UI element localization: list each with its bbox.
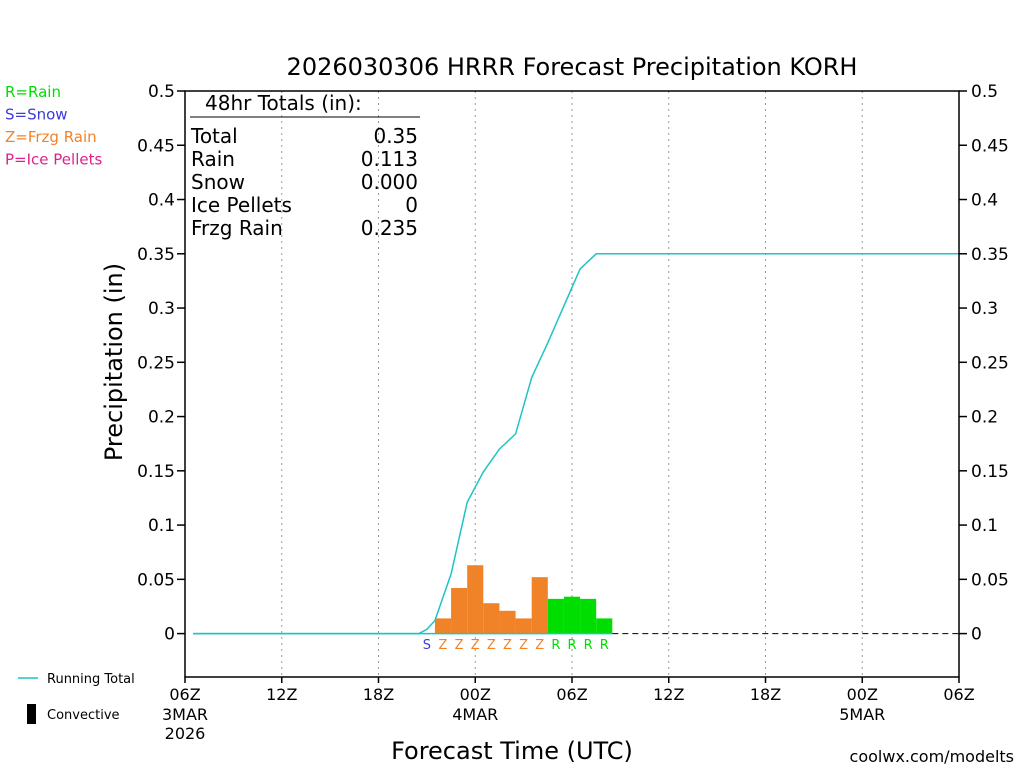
ptype-marker-Z: Z (503, 638, 512, 653)
ptype-marker-R: R (551, 638, 560, 653)
bar-hour-16 (434, 618, 452, 634)
legend-label: Convective (47, 708, 120, 723)
y-tick-label-left: 0.45 (137, 136, 175, 156)
y-tick-label-right: 0 (971, 625, 982, 645)
ptype-marker-Z: Z (487, 638, 496, 653)
x-tick-label: 12Z (653, 685, 684, 704)
ptype-marker-R: R (600, 638, 609, 653)
axes (177, 90, 967, 683)
series-legend: Running Total Convective (18, 672, 135, 724)
y-tick-label-left: 0.25 (137, 353, 175, 373)
y-tick-label-right: 0.3 (971, 299, 998, 319)
x-tick-label: 00Z (847, 685, 878, 704)
totals-label: Frzg Rain (191, 216, 283, 240)
bar-hour-17 (451, 588, 468, 634)
totals-label: Ice Pellets (191, 193, 292, 217)
y-tick-label-left: 0.1 (148, 516, 175, 536)
x-year-label: 2026 (165, 724, 206, 743)
bar-hour-22 (531, 577, 548, 634)
x-tick-label: 00Z (460, 685, 491, 704)
totals-value: 0 (405, 193, 418, 217)
y-tick-label-left: 0.05 (137, 570, 175, 590)
x-tick-label: 12Z (266, 685, 297, 704)
totals-value: 0.000 (361, 170, 418, 194)
bar-hour-24 (563, 596, 581, 634)
bar-hour-21 (515, 618, 532, 634)
bar-hour-18 (467, 565, 484, 634)
x-date-label: 3MAR (162, 705, 208, 724)
lines (193, 253, 959, 635)
ptype-legend-S: S=Snow (5, 106, 68, 124)
ptype-legend: R=Rain S=Snow Z=Frzg Rain P=Ice Pellets (5, 83, 102, 169)
legend-label: Running Total (47, 672, 135, 687)
bar-hour-19 (483, 603, 500, 634)
y-tick-label-left: 0.4 (148, 191, 175, 211)
y-tick-label-left: 0.2 (148, 408, 175, 428)
y-tick-label-right: 0.5 (971, 82, 998, 102)
y-tick-label-right: 0.35 (971, 245, 1009, 265)
x-tick-label: 06Z (943, 685, 974, 704)
x-tick-label: 18Z (363, 685, 394, 704)
ptype-marker-Z: Z (535, 638, 544, 653)
totals-label: Total (190, 124, 238, 148)
x-tick-label: 06Z (556, 685, 587, 704)
ptype-marker-R: R (567, 638, 576, 653)
ptype-legend-Z: Z=Frzg Rain (5, 128, 97, 146)
credit-text: coolwx.com/modelts (850, 747, 1014, 766)
x-date-label: 4MAR (452, 705, 498, 724)
y-tick-label-left: 0.5 (148, 82, 175, 102)
bar-hour-20 (499, 610, 516, 634)
y-axis-label: Precipitation (in) (100, 263, 128, 461)
bars (434, 565, 613, 634)
ptype-marker-R: R (584, 638, 593, 653)
bar-hour-23 (547, 598, 564, 634)
totals-value: 0.113 (361, 147, 418, 171)
totals-value: 0.235 (361, 216, 418, 240)
y-tick-label-right: 0.25 (971, 353, 1009, 373)
x-date-label: 5MAR (839, 705, 885, 724)
y-tick-label-right: 0.2 (971, 408, 998, 428)
ptype-marker-S: S (423, 638, 431, 653)
x-tick-label: 18Z (750, 685, 781, 704)
ptype-legend-R: R=Rain (5, 83, 61, 101)
y-tick-label-right: 0.05 (971, 570, 1009, 590)
totals-header: 48hr Totals (in): (205, 91, 362, 115)
y-tick-label-left: 0.3 (148, 299, 175, 319)
x-tick-label: 06Z (169, 685, 200, 704)
ptype-marker-Z: Z (519, 638, 528, 653)
y-tick-label-left: 0.15 (137, 462, 175, 482)
y-tick-label-right: 0.1 (971, 516, 998, 536)
ptype-marker-Z: Z (439, 638, 448, 653)
bar-hour-26 (596, 618, 613, 634)
legend-bar-swatch (27, 704, 36, 724)
x-axis-label: Forecast Time (UTC) (391, 737, 633, 765)
y-tick-label-left: 0.35 (137, 245, 175, 265)
y-tick-labels: 0 0 0.05 0.05 0.1 0.1 0.15 0.15 0.2 0.2 0.25 0.25 0.… (137, 82, 1009, 645)
totals-label: Rain (191, 147, 235, 171)
gridlines (281, 91, 863, 677)
y-tick-label-right: 0.15 (971, 462, 1009, 482)
ptype-marker-Z: Z (455, 638, 464, 653)
bar-hour-25 (580, 598, 597, 634)
y-tick-label-right: 0.4 (971, 191, 998, 211)
y-tick-label-left: 0 (164, 625, 175, 645)
series-line-running-total (193, 253, 959, 635)
y-tick-label-right: 0.45 (971, 136, 1009, 156)
ptype-marker-Z: Z (471, 638, 480, 653)
chart-title: 2026030306 HRRR Forecast Precipitation K… (287, 53, 858, 81)
totals-label: Snow (191, 170, 245, 194)
ptype-legend-P: P=Ice Pellets (5, 151, 102, 169)
totals-box: 48hr Totals (in): Total 0.35 Rain 0.113 Snow 0… (190, 91, 420, 240)
totals-value: 0.35 (373, 124, 418, 148)
